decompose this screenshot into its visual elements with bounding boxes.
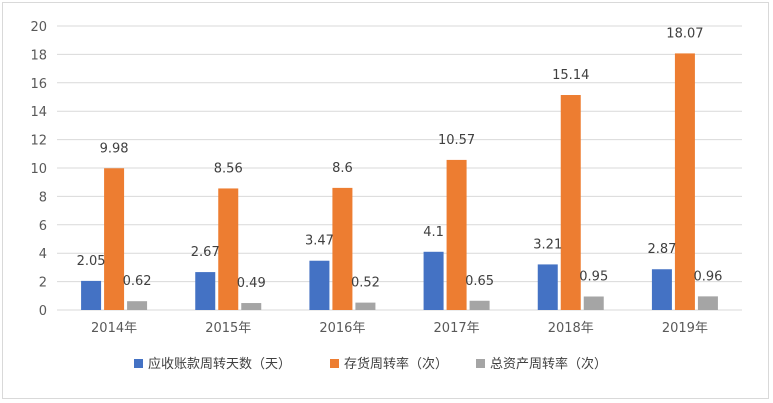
bar-2-5 [560,95,581,311]
data-label: 3.21 [533,237,562,252]
data-label: 15.14 [552,68,589,83]
data-label: 0.52 [351,276,380,291]
y-tick-label: 2 [39,276,47,291]
bar-3-3 [355,302,376,310]
y-tick-label: 16 [30,77,47,92]
data-label: 0.49 [237,276,266,291]
data-label: 8.56 [214,161,243,176]
data-label: 10.57 [438,133,475,148]
bar-1-1 [81,280,102,310]
data-label: 2.67 [191,245,220,260]
y-tick-label: 0 [39,304,47,319]
x-tick-label: 2017年 [434,321,480,336]
y-tick-label: 14 [30,105,47,120]
x-tick-label: 2019年 [662,321,708,336]
y-tick-label: 8 [39,190,47,205]
legend: 应收账款周转天数（天） 存货周转率（次） 总资产周转率（次） [134,356,607,372]
bar-2-1 [104,168,125,310]
y-tick-label: 4 [39,247,47,262]
y-axis-ticks: 0 2 4 6 8 10 12 14 16 18 20 [30,20,47,319]
data-label: 0.62 [123,274,152,289]
data-label: 0.96 [693,269,722,284]
x-tick-label: 2015年 [205,321,251,336]
bar-series [81,53,718,311]
bar-1-3 [309,260,330,310]
data-labels: 2.05 9.98 0.62 2.67 8.56 0.49 3.47 8.6 0.52 4.1 10… [77,26,723,291]
bar-1-2 [195,272,216,310]
y-tick-label: 10 [30,162,47,177]
bar-3-6 [697,296,718,310]
y-tick-label: 20 [30,20,47,35]
legend-label-3: 总资产周转率（次） [490,356,607,372]
bar-2-6 [674,53,695,310]
bar-2-3 [332,187,353,310]
bar-1-4 [423,251,444,310]
x-tick-label: 2014年 [91,321,137,336]
legend-label-1: 应收账款周转天数（天） [148,356,291,372]
data-label: 9.98 [100,141,129,156]
data-label: 3.47 [305,234,334,249]
bar-2-2 [218,188,239,310]
data-label: 2.87 [647,242,676,257]
data-label: 8.6 [332,161,353,176]
bar-3-1 [127,301,148,310]
data-label: 2.05 [77,254,106,269]
y-tick-label: 12 [30,134,47,149]
chart-frame [2,2,769,399]
data-label: 0.95 [579,270,608,285]
x-tick-label: 2018年 [548,321,594,336]
x-tick-label: 2016年 [319,321,365,336]
y-tick-label: 6 [39,219,47,234]
x-axis-ticks: 2014年 2015年 2016年 2017年 2018年 2019年 [91,321,708,336]
bar-3-5 [583,296,604,310]
y-tick-label: 18 [30,48,47,63]
bar-3-2 [241,303,262,310]
legend-swatch-3 [476,359,485,368]
data-label: 4.1 [423,225,444,240]
legend-swatch-1 [134,359,143,368]
bar-1-5 [537,264,558,310]
bar-3-4 [469,300,490,310]
gridlines [57,25,742,311]
data-label: 0.65 [465,274,494,289]
legend-label-2: 存货周转率（次） [344,356,448,372]
data-label: 18.07 [666,26,703,41]
bar-2-4 [446,159,467,310]
legend-swatch-2 [330,359,339,368]
bar-1-6 [651,269,672,310]
